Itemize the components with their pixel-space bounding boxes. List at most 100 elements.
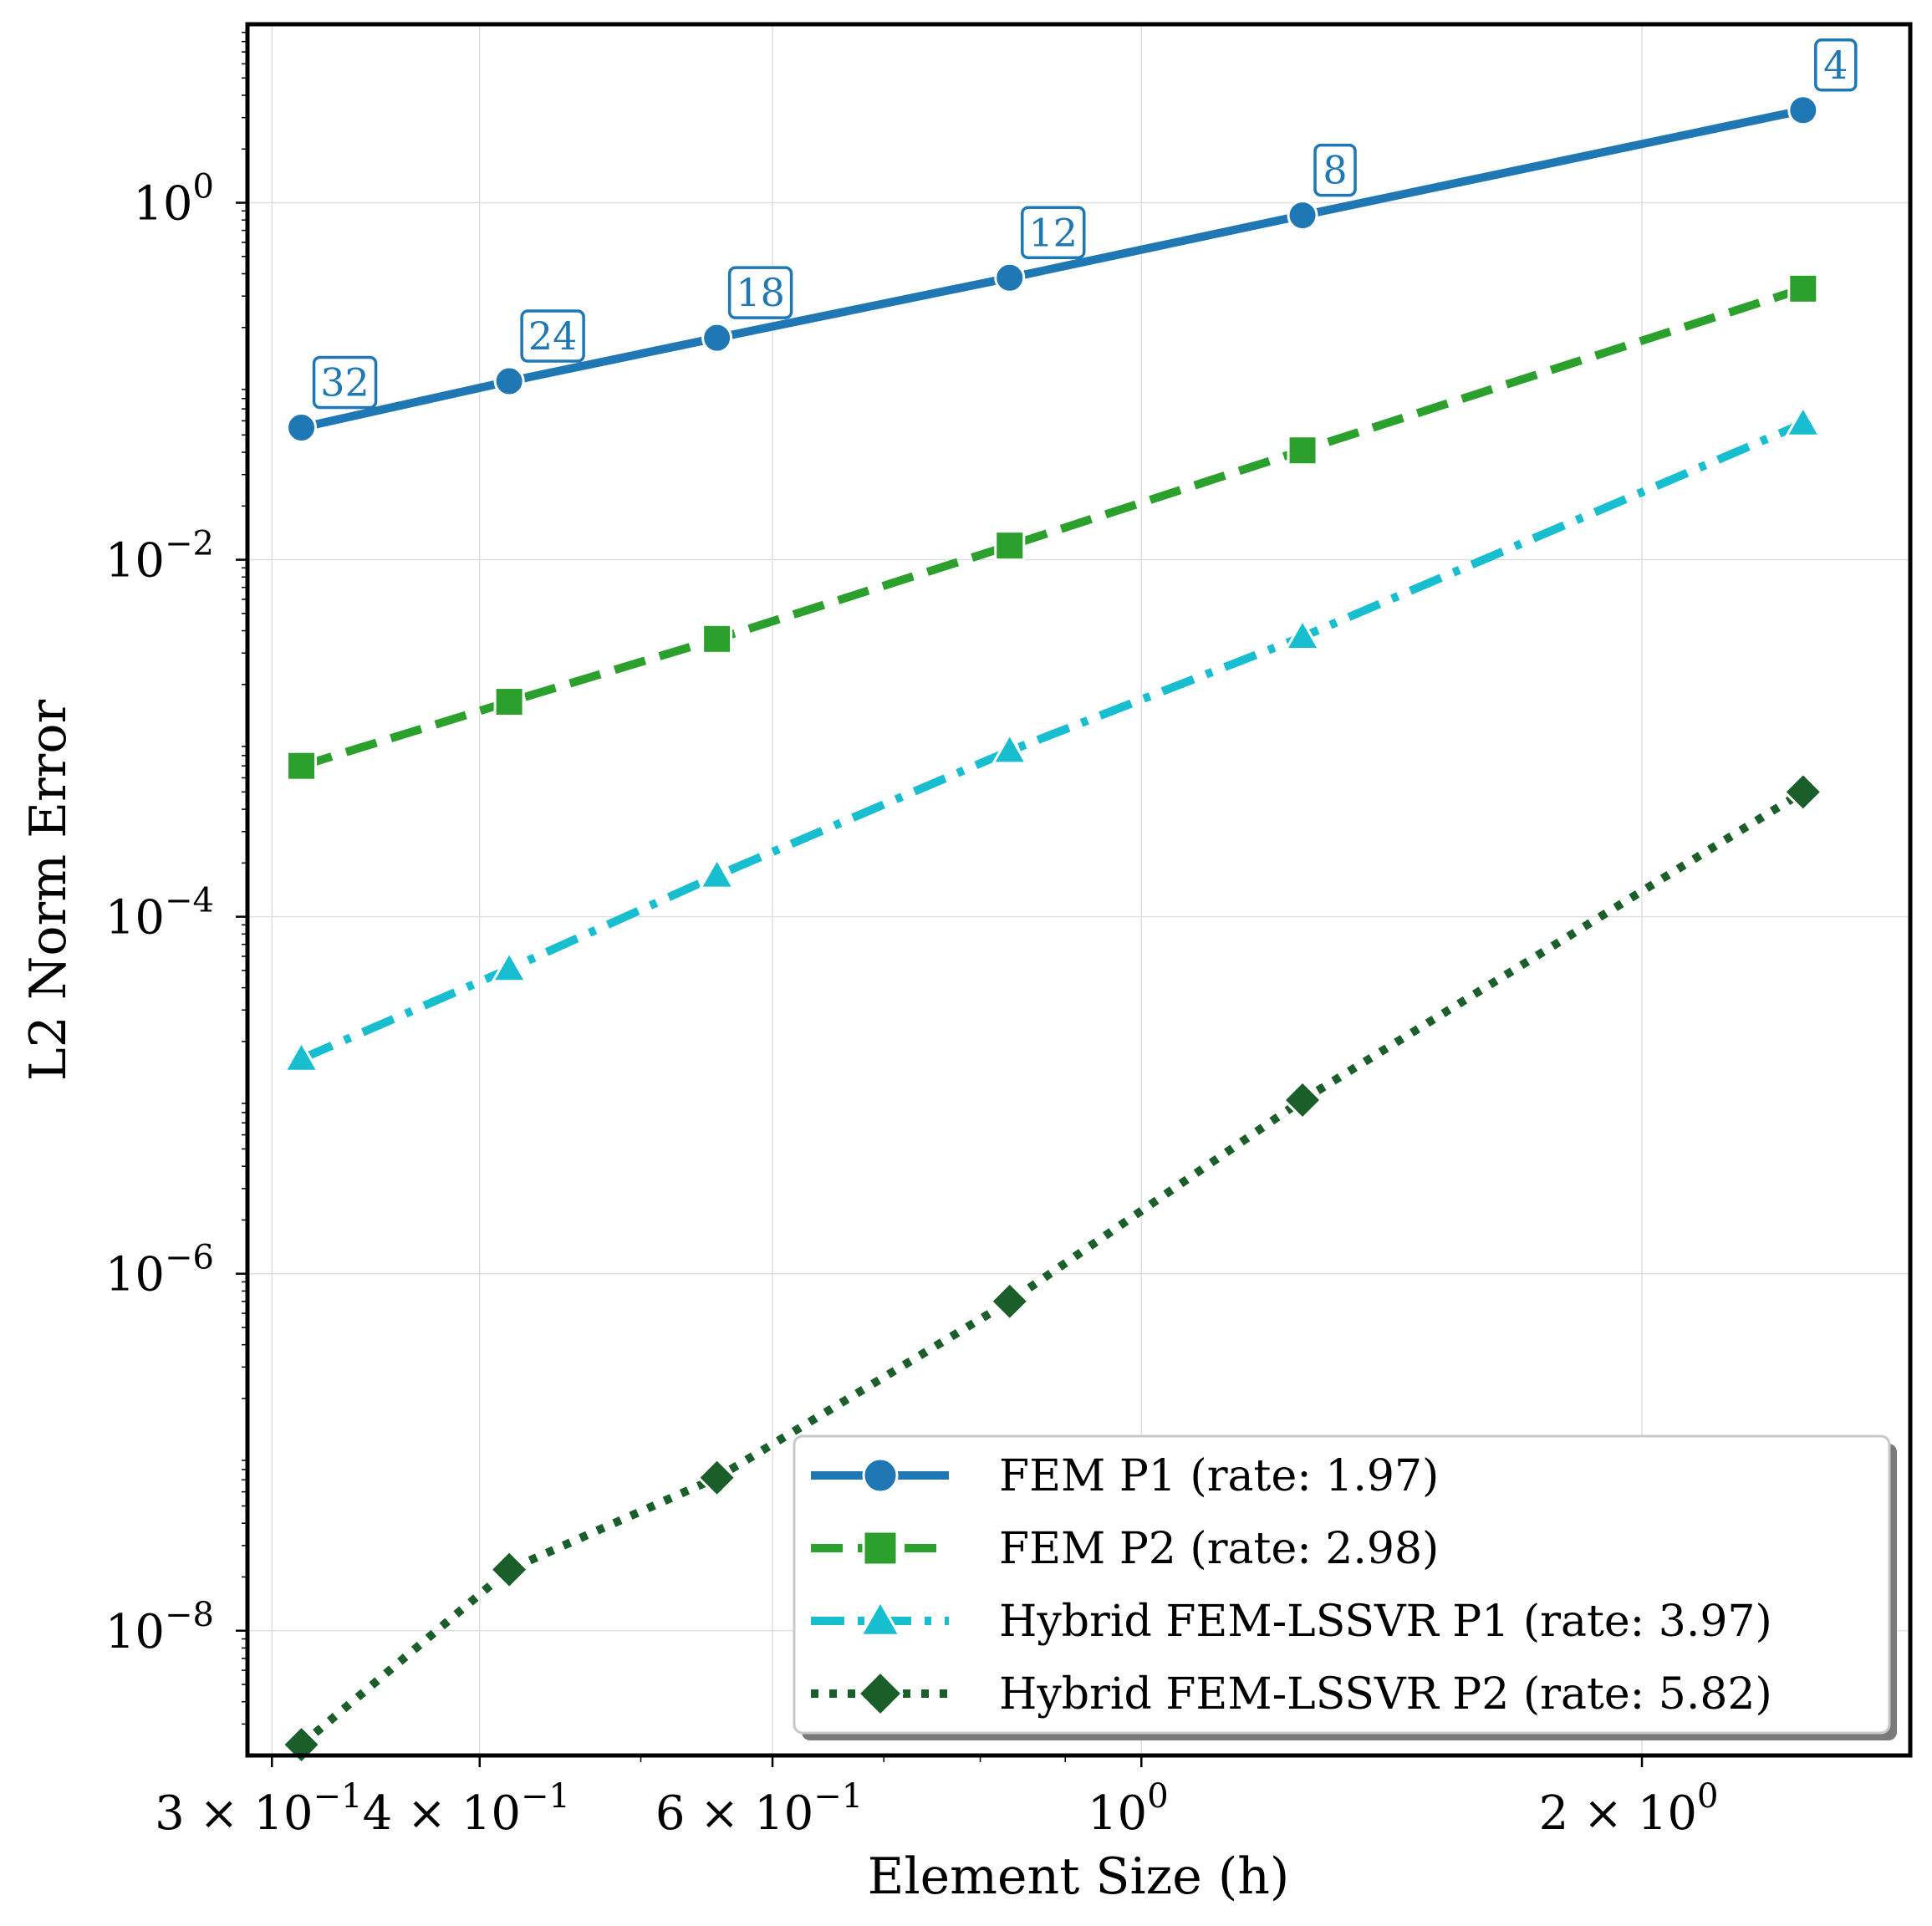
y-tick-label: 10−6 (105, 1239, 214, 1302)
data-point (493, 686, 525, 718)
series-1 (286, 94, 1819, 443)
x-tick-label: 4 × 10−1 (363, 1777, 570, 1841)
y-tick-label: 10−4 (105, 882, 214, 945)
legend-marker (856, 1669, 905, 1718)
legend-marker (862, 1530, 899, 1567)
point-label-text: 12 (1028, 210, 1078, 255)
y-tick-base: 10 (133, 177, 192, 232)
data-point (1287, 435, 1318, 466)
point-label: 32 (312, 355, 378, 410)
y-tick-base: 10 (105, 1605, 165, 1659)
point-label-box (727, 266, 793, 319)
point-labels: 32 24 18 12 8 4 (312, 38, 1858, 410)
y-axis-label: L2 Norm Error (19, 700, 78, 1082)
data-point (281, 1724, 322, 1766)
data-point (1782, 772, 1824, 813)
y-tick-label: 10−8 (105, 1596, 214, 1659)
data-point (1787, 94, 1819, 126)
y-tick-exponent: −6 (165, 1239, 214, 1277)
data-point (994, 262, 1026, 293)
x-tick-exponent: −1 (314, 1777, 363, 1816)
x-axis-label: Element Size (h) (868, 1847, 1290, 1906)
point-label: 18 (727, 266, 793, 319)
y-tick-exponent: −4 (165, 882, 214, 920)
y-tick-exponent: 0 (193, 168, 214, 206)
x-tick-base: 3 × 10 (155, 1786, 313, 1841)
data-point (286, 750, 318, 782)
series-4 (281, 772, 1824, 1766)
y-tick-base: 10 (105, 1248, 165, 1302)
data-point (701, 322, 733, 354)
data-point (1283, 618, 1322, 650)
data-point (286, 411, 318, 443)
point-label-text: 8 (1323, 148, 1347, 193)
data-point (1287, 200, 1318, 232)
data-point (991, 731, 1028, 765)
legend-marker (862, 1457, 899, 1494)
point-label-text: 18 (736, 270, 785, 315)
series-3 (283, 404, 1822, 1073)
x-tick-base: 6 × 10 (655, 1786, 813, 1841)
legend-entry: Hybrid FEM-LSSVR P1 (rate: 3.97) (811, 1597, 1772, 1647)
y-tick-base: 10 (105, 891, 165, 945)
series-line (300, 284, 1805, 770)
x-tick-base: 10 (1088, 1786, 1147, 1841)
data-point (283, 1040, 320, 1073)
point-label: 4 (1814, 38, 1858, 92)
data-point (490, 950, 528, 983)
data-point (994, 530, 1026, 562)
data-point (493, 365, 525, 397)
legend-entry: FEM P1 (rate: 1.97) (811, 1451, 1439, 1501)
x-tick-base: 4 × 10 (363, 1786, 521, 1841)
data-point (696, 1457, 737, 1498)
x-tick-exponent: −1 (521, 1777, 570, 1816)
point-label-box (1814, 38, 1858, 92)
legend-label: Hybrid FEM-LSSVR P2 (rate: 5.82) (999, 1669, 1772, 1720)
legend-label: Hybrid FEM-LSSVR P1 (rate: 3.97) (999, 1597, 1772, 1647)
x-tick-label: 3 × 10−1 (155, 1777, 362, 1841)
data-point (1784, 404, 1822, 437)
legend-entry: Hybrid FEM-LSSVR P2 (rate: 5.82) (811, 1669, 1772, 1720)
series-2 (286, 273, 1819, 782)
legend: FEM P1 (rate: 1.97) FEM P2 (rate: 2.98) Hy… (793, 1434, 1897, 1740)
point-label-box (520, 309, 585, 363)
point-label-box (312, 355, 378, 410)
y-tick-exponent: −2 (165, 525, 214, 563)
series-layer (281, 94, 1824, 1766)
data-point (1787, 273, 1819, 304)
series-line (298, 788, 1806, 1748)
x-tick-base: 2 × 10 (1539, 1786, 1697, 1841)
series-line (300, 105, 1804, 432)
legend-entry: FEM P2 (rate: 2.98) (811, 1524, 1439, 1574)
point-label-text: 24 (528, 313, 578, 359)
legend-marker (859, 1598, 902, 1637)
plot-frame (245, 22, 1913, 1758)
point-label-box (1021, 206, 1086, 260)
legend-label: FEM P2 (rate: 2.98) (999, 1524, 1439, 1574)
point-label: 12 (1021, 206, 1086, 260)
point-label-text: 32 (320, 359, 370, 405)
y-tick-exponent: −8 (165, 1596, 214, 1634)
y-tick-base: 10 (105, 534, 165, 588)
x-tick-label: 6 × 10−1 (655, 1777, 863, 1841)
data-point (698, 856, 736, 889)
data-point (1282, 1079, 1323, 1121)
legend-box (793, 1434, 1891, 1735)
data-point (989, 1281, 1030, 1322)
x-tick-label: 100 (1088, 1777, 1169, 1841)
point-label: 8 (1313, 143, 1357, 197)
legend-label: FEM P1 (rate: 1.97) (999, 1451, 1439, 1501)
y-tick-label: 10−2 (105, 525, 214, 588)
series-line (299, 420, 1805, 1063)
x-tick-exponent: 0 (1147, 1777, 1168, 1816)
x-tick-label: 2 × 100 (1539, 1777, 1719, 1841)
x-tick-exponent: 0 (1697, 1777, 1718, 1816)
point-label: 24 (520, 309, 585, 363)
data-point (701, 623, 733, 655)
y-tick-label: 100 (133, 168, 214, 232)
x-tick-exponent: −1 (813, 1777, 863, 1816)
point-label-box (1313, 143, 1357, 197)
data-point (488, 1549, 530, 1590)
